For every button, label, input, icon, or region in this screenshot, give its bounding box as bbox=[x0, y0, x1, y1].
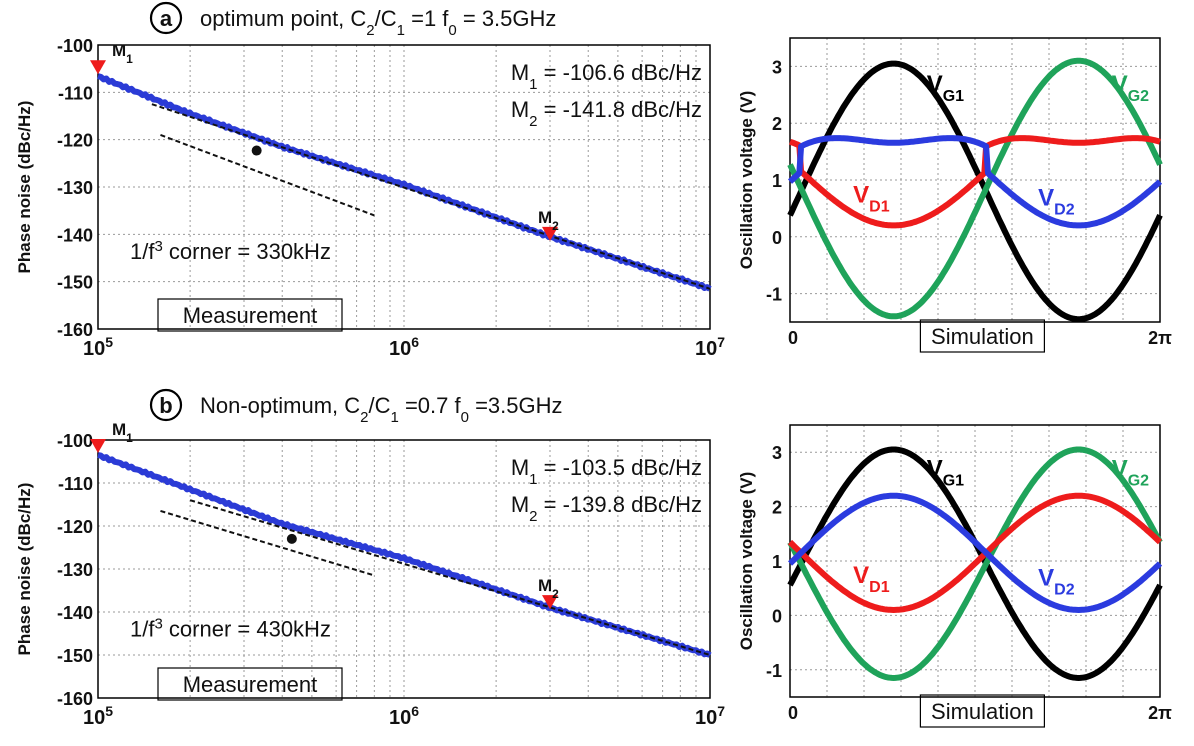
b-simulation-label: Simulation bbox=[931, 699, 1034, 724]
a-header-text: optimum point, C2/C1 =1 f0 = 3.5GHz bbox=[200, 6, 556, 39]
b-m1-value-text: M1 = -103.5 dBc/Hz bbox=[511, 455, 702, 488]
a-osc-ytick: 0 bbox=[772, 228, 782, 248]
a-osc-ytick: -1 bbox=[766, 285, 782, 305]
a-series-vg2 bbox=[787, 57, 1163, 320]
a-pn-axes bbox=[97, 44, 711, 330]
a-marker-1-label: M1 bbox=[112, 41, 133, 66]
a-pn-xtick: 106 bbox=[389, 334, 419, 360]
a-simulation-label: Simulation bbox=[931, 324, 1034, 349]
b-pn-ytick: -150 bbox=[57, 646, 93, 666]
b-pn-grid bbox=[98, 440, 710, 698]
a-pn-ytick: -110 bbox=[58, 83, 93, 103]
a-series-vg1 bbox=[787, 60, 1163, 323]
a-osc-xtick-2pi: 2π bbox=[1148, 328, 1172, 348]
b-osc-xtick-0: 0 bbox=[788, 703, 798, 723]
a-series-vd2 bbox=[787, 135, 1163, 229]
b-pn-ytick: -160 bbox=[57, 689, 93, 709]
a-m2-value-text: M2 = -141.8 dBc/Hz bbox=[511, 97, 702, 130]
a-marker-1-triangle bbox=[90, 60, 106, 75]
b-thermal-fit-line bbox=[189, 499, 711, 656]
a-pn-ylabel: Phase noise (dBc/Hz) bbox=[15, 101, 34, 274]
a-label-vd2: VD2 bbox=[1038, 185, 1075, 219]
b-osc-xtick-2pi: 2π bbox=[1148, 703, 1172, 723]
a-m1-value-text: M1 = -106.6 dBc/Hz bbox=[511, 60, 702, 93]
b-marker-2-label: M2 bbox=[538, 576, 559, 601]
b-series-vd2 bbox=[787, 492, 1163, 613]
b-pn-ytick: -120 bbox=[57, 517, 93, 537]
a-marker-2-triangle bbox=[541, 226, 558, 241]
b-pn-xtick: 107 bbox=[695, 703, 725, 729]
b-flicker-fit-line bbox=[160, 509, 375, 577]
a-pn-ytick: -140 bbox=[57, 225, 93, 245]
a-panel-tag-circle bbox=[149, 1, 183, 35]
a-osc-ytick: 3 bbox=[772, 57, 782, 77]
a-measurement-box bbox=[157, 298, 343, 332]
b-marker-1-label: M1 bbox=[112, 420, 133, 445]
b-measurement-box bbox=[157, 667, 343, 701]
b-pn-xtick: 105 bbox=[83, 703, 113, 729]
b-pn-axes bbox=[97, 439, 711, 699]
b-simulation-box bbox=[919, 694, 1046, 728]
b-osc-ytick: 2 bbox=[772, 498, 782, 518]
b-pn-ylabel: Phase noise (dBc/Hz) bbox=[15, 483, 34, 656]
b-label-vd2: VD2 bbox=[1038, 564, 1075, 598]
a-pn-ytick: -160 bbox=[57, 320, 93, 340]
b-osc-ytick: -1 bbox=[766, 661, 782, 681]
a-panel-tag: a bbox=[160, 6, 173, 31]
b-corner-point bbox=[286, 533, 297, 544]
b-label-vg2: VG2 bbox=[1112, 456, 1149, 490]
a-label-vg1: VG1 bbox=[927, 71, 964, 105]
a-oscillation-plot: 3 2 1 0 -1 0 2π Oscillation voltage (V) VG1 VG2 VD… bbox=[737, 37, 1172, 353]
b-m2-value-text: M2 = -139.8 dBc/Hz bbox=[511, 492, 702, 525]
a-label-vg2: VG2 bbox=[1112, 71, 1149, 105]
b-osc-ytick: 3 bbox=[772, 443, 782, 463]
b-label-vd1: VD1 bbox=[853, 562, 890, 596]
b-corner-text: 1/f3 corner = 430kHz bbox=[130, 615, 331, 642]
b-panel-tag: b bbox=[159, 393, 172, 418]
a-measurement-label: Measurement bbox=[183, 303, 318, 328]
a-corner-point bbox=[251, 145, 262, 156]
a-corner-text: 1/f3 corner = 330kHz bbox=[130, 238, 331, 265]
b-osc-ylabel: Oscillation voltage (V) bbox=[737, 472, 756, 651]
b-osc-ytick: 0 bbox=[772, 606, 782, 626]
a-header: a optimum point, C2/C1 =1 f0 = 3.5GHz bbox=[149, 1, 556, 39]
a-pn-ytick: -130 bbox=[57, 178, 93, 198]
a-osc-ytick: 2 bbox=[772, 114, 782, 134]
b-pn-ytick: -100 bbox=[57, 431, 93, 451]
b-pn-ytick: -130 bbox=[57, 560, 93, 580]
a-pn-ytick: -150 bbox=[57, 273, 93, 293]
b-pn-ytick: -110 bbox=[58, 474, 93, 494]
b-panel-tag-circle bbox=[149, 388, 183, 422]
a-marker-2-label: M2 bbox=[538, 208, 559, 233]
a-osc-ylabel: Oscillation voltage (V) bbox=[737, 91, 756, 270]
a-osc-xtick-0: 0 bbox=[788, 328, 798, 348]
b-marker-1-triangle bbox=[90, 439, 106, 454]
b-oscillation-plot: 3 2 1 0 -1 0 2π Oscillation voltage (V) VG1 VG2 VD… bbox=[737, 424, 1172, 728]
b-pn-xtick: 106 bbox=[389, 703, 419, 729]
b-osc-ytick: 1 bbox=[772, 552, 782, 572]
b-measurement-label: Measurement bbox=[183, 672, 318, 697]
a-label-vd1: VD1 bbox=[853, 182, 890, 216]
a-simulation-box bbox=[919, 319, 1046, 353]
b-pn-ytick: -140 bbox=[57, 603, 93, 623]
a-flicker-fit-line bbox=[160, 133, 375, 217]
b-marker-2-triangle bbox=[541, 595, 558, 610]
a-series-vd1 bbox=[788, 135, 1162, 229]
b-series-vg2 bbox=[787, 446, 1163, 681]
a-pn-ytick: -120 bbox=[57, 131, 93, 151]
a-thermal-fit-line bbox=[151, 103, 711, 290]
a-pn-xtick: 107 bbox=[695, 334, 725, 360]
b-header: b Non-optimum, C2/C1 =0.7 f0 =3.5GHz bbox=[149, 388, 563, 426]
b-label-vg1: VG1 bbox=[927, 456, 964, 490]
b-series-vd1 bbox=[787, 492, 1163, 613]
a-osc-ytick: 1 bbox=[772, 171, 782, 191]
a-pn-ytick: -100 bbox=[57, 36, 93, 56]
a-pn-xtick: 105 bbox=[83, 334, 113, 360]
b-header-text: Non-optimum, C2/C1 =0.7 f0 =3.5GHz bbox=[200, 393, 563, 426]
